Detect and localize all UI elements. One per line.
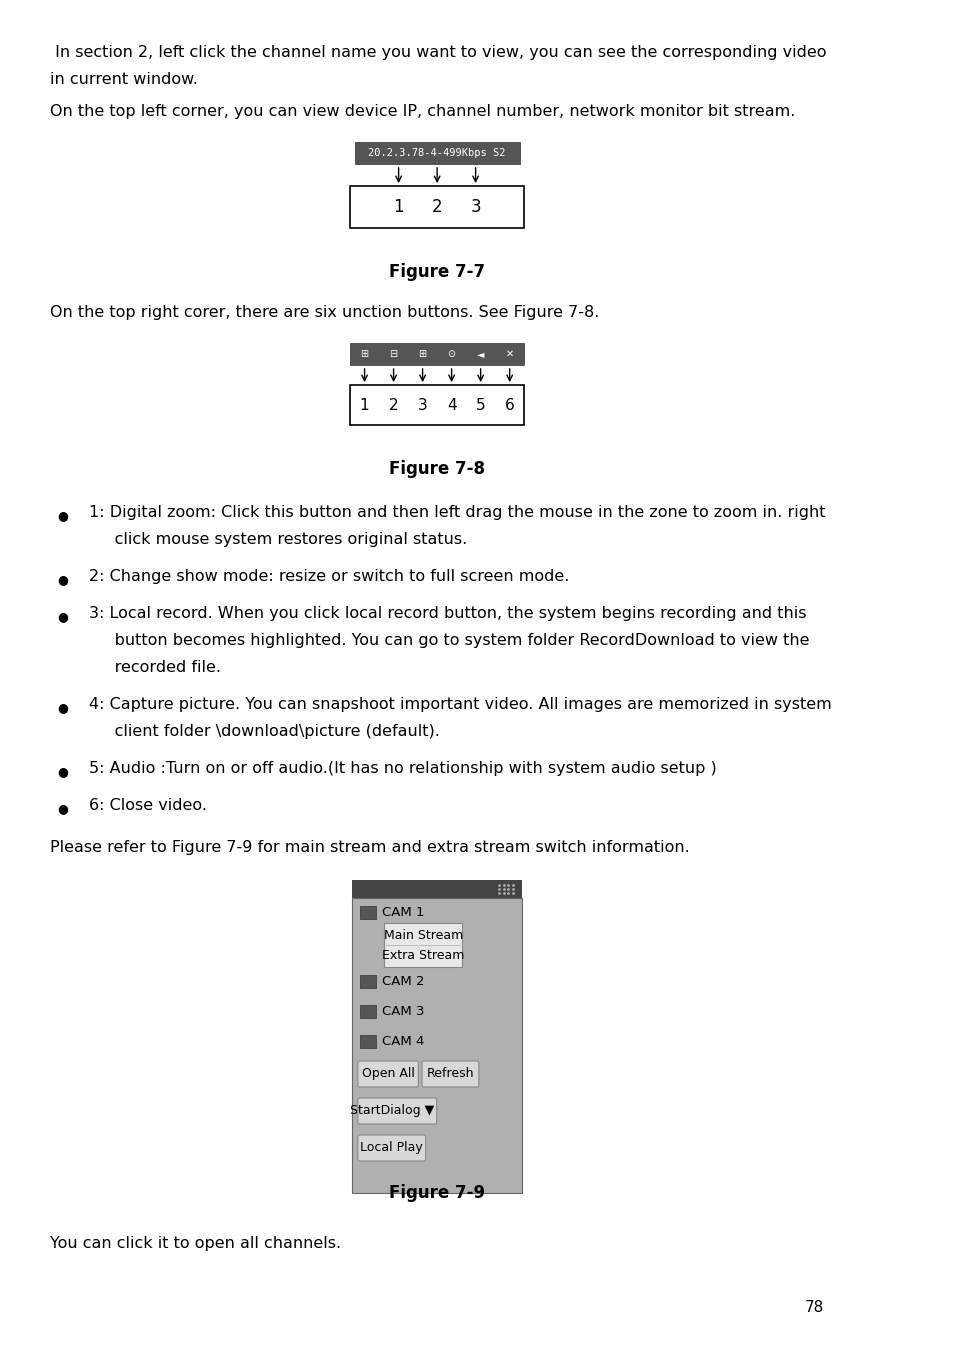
Text: 2: 2 [389, 397, 398, 413]
Text: ⊟: ⊟ [389, 350, 397, 359]
FancyBboxPatch shape [357, 1061, 417, 1087]
Text: ⊞: ⊞ [418, 350, 426, 359]
Text: 3: 3 [470, 198, 480, 216]
Text: ⊞: ⊞ [360, 350, 368, 359]
FancyBboxPatch shape [355, 142, 519, 163]
Text: 4: Capture picture. You can snapshoot important video. All images are memorized : 4: Capture picture. You can snapshoot im… [89, 697, 831, 711]
FancyBboxPatch shape [359, 1004, 375, 1018]
Text: CAM 3: CAM 3 [381, 1004, 424, 1018]
Text: On the top right corer, there are six unction buttons. See Figure 7-8.: On the top right corer, there are six un… [51, 305, 599, 320]
Text: client folder \download\picture (default).: client folder \download\picture (default… [89, 724, 439, 738]
FancyBboxPatch shape [350, 343, 523, 364]
Text: CAM 4: CAM 4 [381, 1035, 423, 1048]
Text: 5: Audio :Turn on or off audio.(It has no relationship with system audio setup ): 5: Audio :Turn on or off audio.(It has n… [89, 761, 716, 776]
Text: Open All: Open All [361, 1068, 415, 1080]
Text: Please refer to Figure 7-9 for main stream and extra stream switch information.: Please refer to Figure 7-9 for main stre… [51, 840, 689, 855]
FancyBboxPatch shape [384, 923, 462, 967]
Text: 3: Local record. When you click local record button, the system begins recording: 3: Local record. When you click local re… [89, 606, 805, 621]
Text: ●: ● [58, 802, 69, 815]
Text: 20.2.3.78-4-499Kbps S2: 20.2.3.78-4-499Kbps S2 [368, 148, 505, 158]
Text: StartDialog ▼: StartDialog ▼ [349, 1104, 434, 1118]
FancyBboxPatch shape [359, 1035, 375, 1048]
Text: 1: 1 [393, 198, 403, 216]
FancyBboxPatch shape [350, 186, 523, 228]
Text: Figure 7-7: Figure 7-7 [389, 263, 485, 281]
Text: ●: ● [58, 765, 69, 778]
Text: In section 2, left click the channel name you want to view, you can see the corr: In section 2, left click the channel nam… [51, 45, 826, 59]
Text: in current window.: in current window. [51, 72, 198, 86]
Text: 2: Change show mode: resize or switch to full screen mode.: 2: Change show mode: resize or switch to… [89, 568, 569, 585]
FancyBboxPatch shape [421, 1061, 478, 1087]
Text: ●: ● [58, 701, 69, 714]
Text: ✕: ✕ [505, 350, 513, 359]
Text: Figure 7-9: Figure 7-9 [389, 1184, 485, 1202]
Text: ●: ● [58, 572, 69, 586]
FancyBboxPatch shape [357, 1135, 425, 1161]
Text: 4: 4 [446, 397, 456, 413]
Text: You can click it to open all channels.: You can click it to open all channels. [51, 1237, 341, 1251]
Text: 6: Close video.: 6: Close video. [89, 798, 207, 813]
Text: click mouse system restores original status.: click mouse system restores original sta… [89, 532, 467, 547]
Text: 6: 6 [504, 397, 514, 413]
Text: CAM 1: CAM 1 [381, 906, 424, 919]
FancyBboxPatch shape [359, 906, 375, 919]
FancyBboxPatch shape [359, 975, 375, 988]
Text: 3: 3 [417, 397, 427, 413]
Text: button becomes highlighted. You can go to system folder RecordDownload to view t: button becomes highlighted. You can go t… [89, 633, 808, 648]
Text: 5: 5 [476, 397, 485, 413]
Text: On the top left corner, you can view device IP, channel number, network monitor : On the top left corner, you can view dev… [51, 104, 795, 119]
Text: CAM 2: CAM 2 [381, 975, 424, 988]
Text: Local Play: Local Play [360, 1142, 423, 1154]
Text: Main Stream: Main Stream [383, 929, 462, 942]
Text: ⊙: ⊙ [447, 350, 456, 359]
Text: 1: Digital zoom: Click this button and then left drag the mouse in the zone to z: 1: Digital zoom: Click this button and t… [89, 505, 824, 520]
FancyBboxPatch shape [357, 1098, 436, 1125]
Text: ◄: ◄ [476, 350, 484, 359]
Text: recorded file.: recorded file. [89, 660, 221, 675]
Text: Figure 7-8: Figure 7-8 [389, 460, 485, 478]
Text: Refresh: Refresh [426, 1068, 474, 1080]
Text: ●: ● [58, 610, 69, 622]
Text: 78: 78 [803, 1300, 823, 1315]
FancyBboxPatch shape [352, 880, 521, 898]
Text: 2: 2 [432, 198, 442, 216]
FancyBboxPatch shape [350, 385, 523, 425]
FancyBboxPatch shape [352, 898, 521, 1193]
Text: ●: ● [58, 509, 69, 522]
Text: Extra Stream: Extra Stream [382, 949, 464, 963]
Text: 1: 1 [359, 397, 369, 413]
